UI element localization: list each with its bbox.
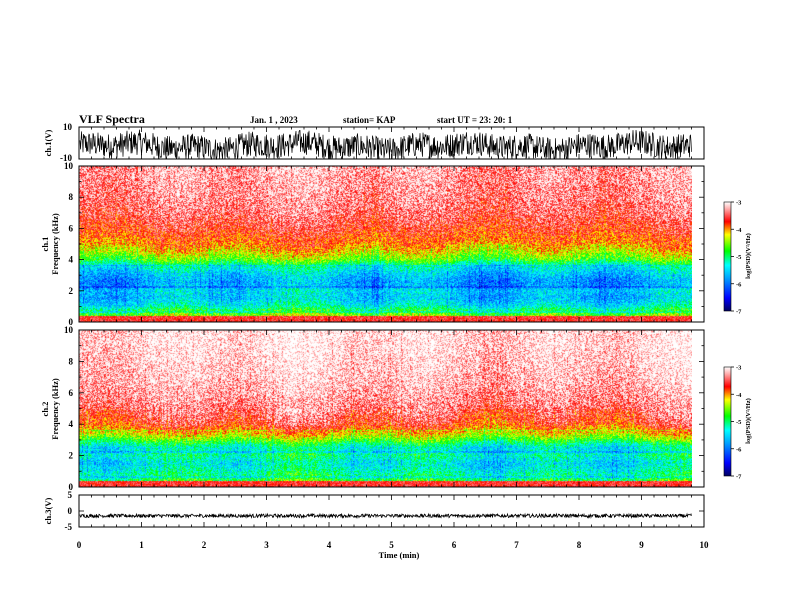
time-tick-label: 2: [202, 540, 207, 550]
ch2-colorbar-label: log(PSD)(V²/Hz): [745, 398, 752, 444]
freq-tick-label: 2: [69, 286, 74, 296]
colorbar-tick-label: -7: [736, 474, 742, 481]
ch3-ytick-top: 5: [68, 490, 73, 500]
freq-tick-label: 6: [69, 223, 74, 233]
colorbar-tick-label: -6: [736, 446, 742, 453]
ch3-waveform-trace: [79, 512, 692, 520]
ch3-ytick-bottom: -5: [65, 522, 73, 532]
colorbar-tick-label: -6: [736, 281, 742, 288]
ch3-ytick-middle: 0: [68, 506, 73, 516]
freq-tick-label: 0: [69, 482, 74, 492]
colorbar-tick-label: -3: [736, 365, 742, 372]
colorbar-tick-label: -4: [736, 227, 742, 234]
ch1-waveform-trace: [79, 129, 692, 161]
ch2-spectrogram-channel-label: ch.2: [40, 402, 50, 417]
time-tick-label: 5: [389, 540, 394, 550]
freq-tick-label: 4: [69, 255, 74, 265]
time-tick-label: 4: [327, 540, 332, 550]
ch3-waveform-ticks: [78, 494, 705, 528]
freq-tick-label: 8: [69, 192, 74, 202]
colorbar-tick-label: -7: [736, 309, 742, 316]
ch2-colorbar-ticks: -3 -4 -5 -6 -7: [731, 365, 742, 481]
time-axis-label: Time (min): [379, 550, 420, 560]
header-station: station= KAP: [343, 115, 396, 125]
time-tick-label: 6: [452, 540, 457, 550]
ch1-colorbar-gradient: [723, 201, 732, 312]
freq-tick-label: 0: [69, 317, 74, 327]
ch1-colorbar-label: log(PSD)(V²/Hz): [745, 233, 752, 279]
ch1-frequency-tick-labels: 0 2 4 6 8 10: [64, 161, 74, 327]
ch2-spectrogram-ticks: [78, 329, 705, 488]
colorbar-tick-label: -4: [736, 392, 742, 399]
ch2-frequency-axis-label: Frequency (kHz): [50, 378, 60, 440]
time-tick-label: 0: [77, 540, 82, 550]
freq-tick-label: 10: [64, 325, 74, 335]
ch1-waveform-ticks: [78, 126, 705, 160]
time-tick-label: 1: [139, 540, 144, 550]
time-tick-label: 3: [264, 540, 269, 550]
ch1-spectrogram-channel-label: ch.1: [40, 237, 50, 252]
ch2-colorbar-gradient: [723, 366, 732, 477]
colorbar-tick-label: -5: [736, 419, 742, 426]
ch2-spectrogram-heatmap: [79, 330, 692, 487]
time-axis-tick-labels: 0 1 2 3 4 5 6 7 8 9 10: [77, 540, 709, 550]
colorbar-tick-label: -3: [736, 200, 742, 207]
ch3-waveform-panel: 5 0 -5 ch.3(V): [43, 490, 705, 532]
ch1-frequency-axis-label: Frequency (kHz): [50, 213, 60, 275]
freq-tick-label: 4: [69, 419, 74, 429]
ch1-spectrogram-heatmap: [79, 166, 692, 322]
header-start-time: start UT = 23: 20: 1: [437, 115, 513, 125]
freq-tick-label: 8: [69, 356, 74, 366]
ch1-waveform-panel: 10 -10 ch.1(V): [43, 122, 705, 163]
time-tick-label: 10: [700, 540, 710, 550]
ch1-colorbar-ticks: -3 -4 -5 -6 -7: [731, 200, 742, 316]
header-date: Jan. 1 , 2023: [250, 115, 298, 125]
ch2-colorbar: -3 -4 -5 -6 -7 log(PSD)(V²/Hz): [723, 365, 752, 481]
ch1-waveform-ylabel: ch.1(V): [43, 129, 53, 156]
ch2-frequency-tick-labels: 0 2 4 6 8 10: [64, 325, 74, 492]
ch1-colorbar: -3 -4 -5 -6 -7 log(PSD)(V²/Hz): [723, 200, 752, 316]
colorbar-tick-label: -5: [736, 254, 742, 261]
ch3-waveform-ylabel: ch.3(V): [43, 497, 53, 524]
time-tick-label: 8: [577, 540, 582, 550]
ch1-spectrogram-panel: 0 2 4 6 8 10 ch.1 Frequency (kHz): [40, 161, 705, 327]
ch1-ytick-bottom: -10: [60, 153, 72, 163]
time-tick-label: 9: [639, 540, 644, 550]
figure-title: VLF Spectra: [79, 112, 145, 126]
ch1-ytick-top: 10: [63, 122, 73, 132]
time-tick-label: 7: [514, 540, 519, 550]
freq-tick-label: 2: [69, 451, 74, 461]
ch2-spectrogram-panel: 0 2 4 6 8 10 ch.2 Frequency (kHz): [40, 325, 705, 492]
freq-tick-label: 6: [69, 388, 74, 398]
ch1-channel-name: ch.1: [40, 237, 50, 252]
freq-tick-label: 10: [64, 161, 74, 171]
ch1-spectrogram-ticks: [78, 165, 705, 323]
